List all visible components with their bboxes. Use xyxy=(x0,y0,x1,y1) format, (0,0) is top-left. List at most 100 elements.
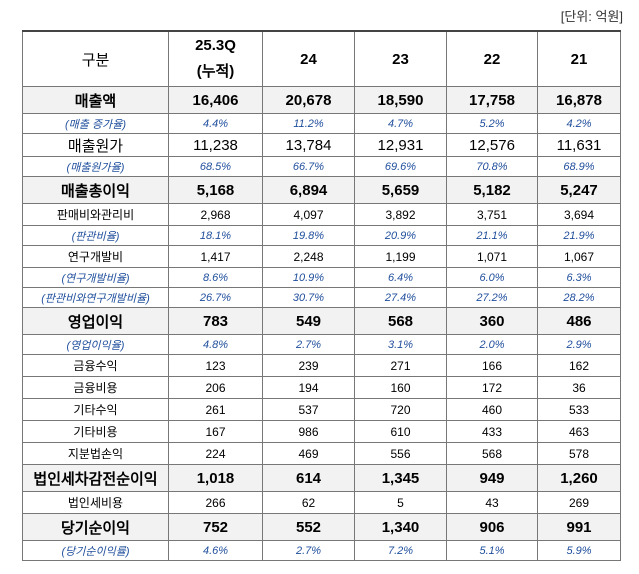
cell-value: 21.9% xyxy=(537,225,621,246)
header-text: 21 xyxy=(570,50,588,68)
cell-value: 469 xyxy=(262,442,355,465)
cell-value: 160 xyxy=(354,376,447,399)
cell-value: 68.5% xyxy=(168,156,263,177)
row-label: 매출총이익 xyxy=(22,176,169,204)
table-row: 법인세비용 266 62 5 43 269 xyxy=(22,491,621,514)
row-label: 금융비용 xyxy=(22,376,169,399)
cell-value: 5 xyxy=(354,491,447,514)
cell-value: 2,968 xyxy=(168,203,263,226)
cell-value: 5.1% xyxy=(446,540,538,561)
cell-value: 62 xyxy=(262,491,355,514)
cell-value: 194 xyxy=(262,376,355,399)
table-row: (매출원가율) 68.5% 66.7% 69.6% 70.8% 68.9% xyxy=(22,156,621,177)
cell-value: 610 xyxy=(354,420,447,443)
cell-value: 11,238 xyxy=(168,133,263,157)
cell-value: 18,590 xyxy=(354,86,447,114)
cell-value: 6.4% xyxy=(354,267,447,288)
cell-value: 11,631 xyxy=(537,133,621,157)
cell-value: 2.9% xyxy=(537,334,621,355)
header-text: 24 xyxy=(300,50,317,68)
cell-value: 27.4% xyxy=(354,287,447,308)
cell-value: 486 xyxy=(537,307,621,335)
header-text: 23 xyxy=(392,50,409,68)
table-row: (연구개발비율) 8.6% 10.9% 6.4% 6.0% 6.3% xyxy=(22,267,621,288)
cell-value: 568 xyxy=(354,307,447,335)
cell-value: 13,784 xyxy=(262,133,355,157)
cell-value: 986 xyxy=(262,420,355,443)
cell-value: 5,168 xyxy=(168,176,263,204)
cell-value: 4.4% xyxy=(168,113,263,134)
row-label: 연구개발비 xyxy=(22,245,169,268)
table-row: 당기순이익 752 552 1,340 906 991 xyxy=(22,513,621,541)
cell-value: 69.6% xyxy=(354,156,447,177)
cell-value: 614 xyxy=(262,464,355,492)
cell-value: 752 xyxy=(168,513,263,541)
row-label: 당기순이익 xyxy=(22,513,169,541)
cell-value: 4,097 xyxy=(262,203,355,226)
table-row: 연구개발비 1,417 2,248 1,199 1,071 1,067 xyxy=(22,245,621,268)
cell-value: 5.2% xyxy=(446,113,538,134)
header-cell: 21 xyxy=(537,30,621,87)
cell-value: 3,694 xyxy=(537,203,621,226)
row-label: (매출 증가율) xyxy=(22,113,169,134)
cell-value: 261 xyxy=(168,398,263,421)
header-cell: 25.3Q (누적) xyxy=(168,30,263,87)
cell-value: 556 xyxy=(354,442,447,465)
cell-value: 271 xyxy=(354,354,447,377)
cell-value: 20.9% xyxy=(354,225,447,246)
header-note: (누적) xyxy=(196,63,235,80)
cell-value: 1,340 xyxy=(354,513,447,541)
row-label: 판매비와관리비 xyxy=(22,203,169,226)
header-row: 구분 25.3Q (누적) 24 23 22 21 xyxy=(22,30,621,87)
table-row: 기타비용 167 986 610 433 463 xyxy=(22,420,621,443)
table-row: 매출원가 11,238 13,784 12,931 12,576 11,631 xyxy=(22,133,621,157)
cell-value: 28.2% xyxy=(537,287,621,308)
cell-value: 949 xyxy=(446,464,538,492)
cell-value: 21.1% xyxy=(446,225,538,246)
cell-value: 68.9% xyxy=(537,156,621,177)
row-label: 금융수익 xyxy=(22,354,169,377)
cell-value: 3,751 xyxy=(446,203,538,226)
cell-value: 549 xyxy=(262,307,355,335)
row-label: 매출원가 xyxy=(22,133,169,157)
cell-value: 6,894 xyxy=(262,176,355,204)
table-body: 매출액 16,406 20,678 18,590 17,758 16,878 (매출 증가율… xyxy=(22,86,621,561)
cell-value: 2,248 xyxy=(262,245,355,268)
cell-value: 167 xyxy=(168,420,263,443)
table-row: (판관비와연구개발비율) 26.7% 30.7% 27.4% 27.2% 28.2% xyxy=(22,287,621,308)
row-label: 매출액 xyxy=(22,86,169,114)
cell-value: 10.9% xyxy=(262,267,355,288)
cell-value: 4.8% xyxy=(168,334,263,355)
cell-value: 6.3% xyxy=(537,267,621,288)
cell-value: 4.7% xyxy=(354,113,447,134)
cell-value: 552 xyxy=(262,513,355,541)
cell-value: 1,071 xyxy=(446,245,538,268)
cell-value: 70.8% xyxy=(446,156,538,177)
cell-value: 162 xyxy=(537,354,621,377)
cell-value: 43 xyxy=(446,491,538,514)
cell-value: 7.2% xyxy=(354,540,447,561)
table-row: 법인세차감전순이익 1,018 614 1,345 949 1,260 xyxy=(22,464,621,492)
header-text: 25.3Q xyxy=(195,37,236,54)
row-label: 법인세비용 xyxy=(22,491,169,514)
cell-value: 3,892 xyxy=(354,203,447,226)
cell-value: 19.8% xyxy=(262,225,355,246)
cell-value: 2.0% xyxy=(446,334,538,355)
row-label: 기타수익 xyxy=(22,398,169,421)
header-cell: 22 xyxy=(446,30,538,87)
cell-value: 16,406 xyxy=(168,86,263,114)
cell-value: 5,247 xyxy=(537,176,621,204)
cell-value: 239 xyxy=(262,354,355,377)
cell-value: 1,260 xyxy=(537,464,621,492)
cell-value: 11.2% xyxy=(262,113,355,134)
header-cell: 24 xyxy=(262,30,355,87)
row-label: 영업이익 xyxy=(22,307,169,335)
table-row: (영업이익율) 4.8% 2.7% 3.1% 2.0% 2.9% xyxy=(22,334,621,355)
row-label: 기타비용 xyxy=(22,420,169,443)
cell-value: 224 xyxy=(168,442,263,465)
cell-value: 360 xyxy=(446,307,538,335)
cell-value: 991 xyxy=(537,513,621,541)
cell-value: 36 xyxy=(537,376,621,399)
table-row: 매출액 16,406 20,678 18,590 17,758 16,878 xyxy=(22,86,621,114)
